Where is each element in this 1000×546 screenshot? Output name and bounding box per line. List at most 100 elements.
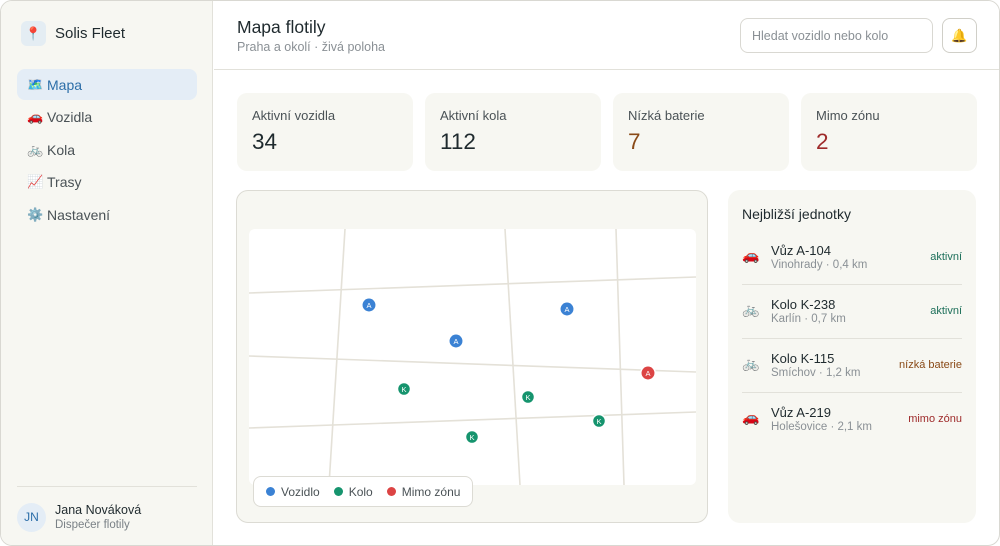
sidebar-item-nastaveni[interactable]: ⚙️ Nastavení [17,199,197,230]
status-badge: aktivní [930,305,962,317]
map-street [328,229,346,485]
sidebar-item-label: Vozidla [47,109,93,126]
bell-icon: 🔔 [951,27,968,43]
stat-label: Aktivní kola [440,108,507,123]
sidebar-item-trasy[interactable]: 📈 Trasy [17,167,197,198]
page-subtitle: Praha a okolí · živá poloha [237,40,386,54]
user-info: Jana Nováková Dispečer flotily [55,503,141,531]
stat-card-out-of-zone: Mimo zónu 2 [801,93,977,171]
map-marker-letter: A [645,369,650,378]
gear-icon: ⚙️ [27,206,44,222]
unit-location: Karlín · 0,7 km [771,313,846,325]
marker-layer: A A A A K K K K [361,297,656,445]
stat-label: Mimo zónu [816,108,880,123]
bike-icon: 🚲 [27,141,44,157]
search-input[interactable] [740,18,933,53]
map-marker-letter: K [469,433,474,442]
map-icon: 🗺️ [27,76,44,92]
car-icon: 🚗 [742,247,760,263]
unit-location: Holešovice · 2,1 km [771,421,872,433]
brand-name: Solis Fleet [55,25,126,42]
map-street [504,229,521,485]
nearest-units-panel: Nejbližší jednotky 🚗 Vůz A-104 Vinohrady… [728,190,976,523]
map-streets: A A A A K K K K [249,229,696,485]
stat-card-low-battery: Nízká baterie 7 [613,93,789,171]
bike-icon: 🚲 [742,301,760,317]
legend-item-bike: Kolo [333,484,373,499]
car-icon: 🚗 [27,109,44,125]
legend-label: Vozidlo [281,484,320,499]
stat-label: Nízká baterie [628,108,705,123]
unit-name: Kolo K-238 [771,297,836,312]
map-canvas[interactable]: A A A A K K K K [249,229,696,485]
map-marker-out[interactable]: A [640,365,656,381]
sidebar-item-kola[interactable]: 🚲 Kola [17,134,197,165]
unit-name: Kolo K-115 [771,351,835,366]
chart-icon: 📈 [27,174,44,190]
map-marker-vehicle[interactable]: A [361,297,377,313]
panel-title: Nejbližší jednotky [742,206,851,222]
legend-dot [266,487,275,496]
sidebar: 📍 Solis Fleet 🗺️ Mapa 🚗 Vozidla 🚲 Kola 📈… [1,1,213,545]
stat-label: Aktivní vozidla [252,108,336,123]
sidebar-item-label: Trasy [47,174,82,191]
bike-icon: 🚲 [742,355,760,371]
status-badge: nízká baterie [899,359,962,371]
list-item[interactable]: 🚗 Vůz A-219 Holešovice · 2,1 km mimo zón… [742,393,962,447]
user-name: Jana Nováková [55,503,142,517]
legend-dot [333,487,343,496]
unit-location: Smíchov · 1,2 km [771,367,861,379]
map-marker-bike[interactable]: K [591,413,607,429]
user-profile[interactable]: JN Jana Nováková Dispečer flotily [17,486,197,545]
legend-item-out-of-zone: Mimo zónu [386,485,460,499]
map-marker-letter: K [401,385,406,394]
map-marker-letter: K [525,393,530,402]
page-title: Mapa flotily [237,17,326,37]
unit-location: Vinohrady · 0,4 km [771,259,868,271]
map-marker-vehicle[interactable]: A [448,333,464,349]
list-item[interactable]: 🚗 Vůz A-104 Vinohrady · 0,4 km aktivní [742,231,962,285]
map-street [615,229,625,485]
sidebar-item-mapa[interactable]: 🗺️ Mapa [17,69,197,100]
map-marker-bike[interactable]: K [464,429,480,445]
pin-icon: 📍 [21,21,46,46]
map-street [249,355,696,373]
legend-item-vehicle: Vozidlo [266,485,320,499]
map-marker-letter: A [564,305,569,314]
sidebar-item-label: Nastavení [47,206,111,223]
stat-value: 112 [440,129,476,154]
avatar: JN [17,502,46,532]
map-marker-bike[interactable]: K [396,381,412,397]
map-street [249,411,696,429]
stat-value: 2 [816,129,829,154]
map-marker-letter: A [453,337,458,346]
status-badge: mimo zónu [908,413,962,425]
legend-label: Kolo [348,484,373,499]
status-badge: aktivní [930,251,962,263]
legend-dot [386,487,396,496]
list-item[interactable]: 🚲 Kolo K-238 Karlín · 0,7 km aktivní [742,285,962,339]
stat-card-active-bikes: Aktivní kola 112 [425,93,601,171]
map-legend: Vozidlo Kolo Mimo zónu [253,476,474,507]
stat-value: 7 [628,129,641,154]
map-marker-letter: A [366,301,371,310]
list-item[interactable]: 🚲 Kolo K-115 Smíchov · 1,2 km nízká bate… [742,339,962,393]
map-marker-bike[interactable]: K [520,389,536,405]
map-panel: A A A A K K K K Vozidlo Kolo Mimo zónu [236,190,708,523]
header: Mapa flotily Praha a okolí · živá poloha… [214,1,999,70]
sidebar-item-label: Mapa [47,76,83,93]
notifications-button[interactable]: 🔔 [942,18,977,53]
map-street [249,276,696,294]
unit-name: Vůz A-219 [771,405,831,420]
stat-card-active-vehicles: Aktivní vozidla 34 [237,93,413,171]
sidebar-item-vozidla[interactable]: 🚗 Vozidla [17,102,197,133]
user-role: Dispečer flotily [55,519,130,531]
stat-value: 34 [252,129,278,154]
map-marker-letter: K [596,417,601,426]
map-marker-vehicle[interactable]: A [559,301,575,317]
sidebar-nav: 🗺️ Mapa 🚗 Vozidla 🚲 Kola 📈 Trasy ⚙️ Nast… [17,69,197,232]
unit-name: Vůz A-104 [771,243,831,258]
car-icon: 🚗 [742,409,760,425]
brand[interactable]: 📍 Solis Fleet [21,21,125,46]
